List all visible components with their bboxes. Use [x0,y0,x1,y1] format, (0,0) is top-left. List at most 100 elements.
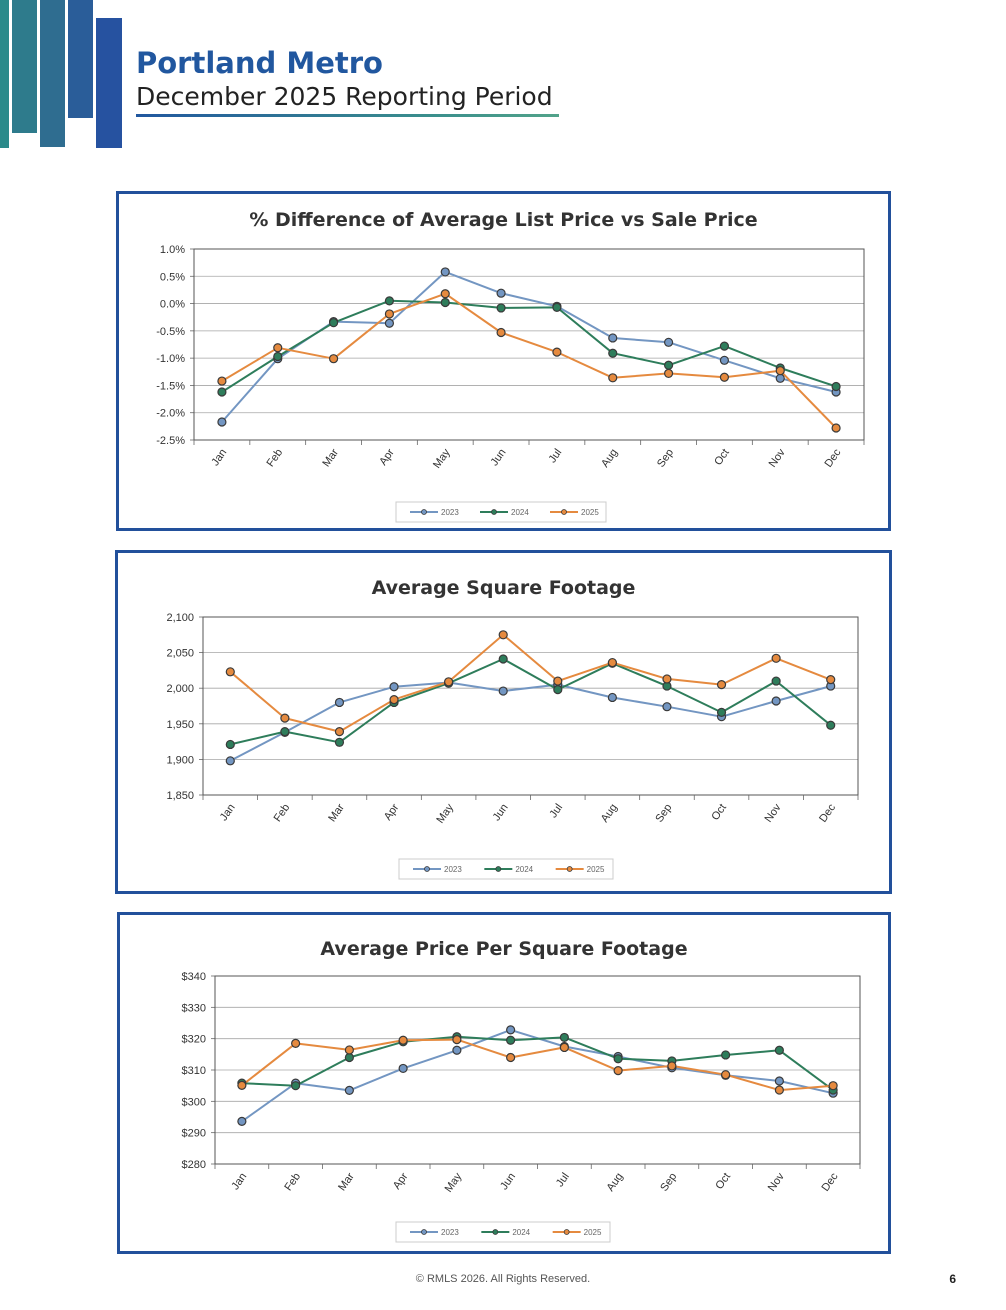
chart-1-point-2024 [217,387,227,397]
chart-2-point-2023 [607,692,617,703]
chart-3-ytick-label: $290 [182,1128,206,1140]
chart-1-xtick-label: Apr [377,447,397,468]
chart-1-point-2025 [496,327,506,338]
chart-3-point-2025 [667,1061,677,1071]
chart-1-point-2024 [273,351,283,362]
chart-1-point-2025 [440,289,450,299]
chart-1-xtick-label: Feb [264,447,285,469]
chart-3-point-2024 [506,1035,516,1045]
chart-1-point-2025 [384,309,395,319]
chart-1-ytick-label: -2.5% [156,435,185,447]
title-underline [136,114,559,117]
page-subtitle: December 2025 Reporting Period [136,82,553,111]
chart-2-point-2025 [389,694,399,705]
chart-1-point-2024 [663,360,674,370]
chart-2-point-2025 [607,657,617,668]
chart-2-point-2024 [334,737,345,747]
chart-2-point-2025 [553,676,563,686]
chart-3-point-2024 [613,1054,623,1064]
header-stripe-4 [68,0,93,118]
chart-1-point-2023 [719,355,730,365]
chart-3-point-2025 [506,1052,516,1063]
chart-1-point-2023 [663,337,674,347]
chart-2-xtick-label: Jan [218,802,238,823]
chart-2-series-line-2025 [229,633,832,733]
chart-1-title: % Difference of Average List Price vs Sa… [249,209,757,231]
chart-1-series-line-2025 [221,292,837,429]
chart-2-ytick-label: 1,850 [166,790,194,802]
header-stripe-2 [12,0,37,133]
chart-3-point-2025 [344,1045,354,1055]
chart-2-xtick-label: Apr [382,802,402,823]
chart-1-legend-label-2023: 2023 [441,508,459,517]
chart-3-xtick-label: May [443,1170,465,1194]
chart-2-xtick-label: Feb [272,802,293,824]
chart-2-point-2024 [553,685,563,695]
chart-1-point-2025 [328,354,339,364]
chart-2-legend-label-2025: 2025 [587,865,605,874]
chart-1-series-line-2023 [221,270,837,423]
chart-1-ytick-label: -2.0% [156,408,185,420]
chart-3-point-2025 [721,1070,731,1080]
page-title: Portland Metro [136,46,383,80]
chart-2-point-2025 [334,727,345,737]
chart-2-xtick-label: May [434,801,456,825]
chart-3-legend-marker-2025 [563,1229,570,1235]
chart-2-xtick-label: Jun [491,802,511,823]
chart-2-point-2023 [389,682,399,692]
chart-1-point-2025 [273,343,283,353]
chart-1-legend-label-2024: 2024 [511,508,529,517]
chart-1-ytick-label: -1.5% [156,380,185,392]
chart-3-point-2025 [398,1035,408,1045]
chart-2-xtick-label: Jul [547,802,565,820]
chart-1-legend-marker-2023 [421,509,427,515]
chart-1-point-2025 [775,366,785,376]
chart-2-point-2025 [280,713,290,723]
chart-1-xtick-label: Dec [822,446,843,469]
chart-2-legend-marker-2024 [495,866,502,872]
header-stripe-1 [0,0,9,148]
chart-1-point-2024 [719,341,730,351]
chart-2-xtick-label: Dec [817,801,838,824]
chart-3-point-2025 [774,1085,784,1095]
chart-1-xtick-label: Jun [489,447,509,468]
chart-2-point-2023 [334,697,345,708]
chart-1-legend-marker-2025 [561,509,567,515]
chart-2-point-2023 [498,686,508,696]
chart-2-legend-marker-2025 [566,866,573,872]
chart-2-point-2025 [444,677,454,687]
chart-2-xtick-label: Oct [709,802,729,823]
chart-panel-square-footage: Average Square Footage 2,100 2,050 2,000 1,9… [115,550,892,894]
chart-2-xtick-label: Aug [599,802,620,825]
chart-3-xtick-label: Apr [391,1171,411,1192]
header-stripe-5 [96,18,122,148]
chart-3-series-line-2023 [241,1028,834,1123]
chart-2-series-line-2023 [229,681,831,762]
chart-1-point-2025 [663,368,674,379]
chart-2-ytick-label: 1,900 [166,754,194,766]
chart-2-point-2023 [225,756,235,766]
chart-3-point-2024 [344,1052,354,1063]
chart-3-ytick-label: $340 [182,971,206,983]
chart-3-point-2023 [237,1116,247,1126]
chart-3-xtick-label: Jun [498,1171,518,1192]
chart-2-xtick-label: Nov [763,801,784,824]
chart-3-ytick-label: $310 [182,1065,206,1077]
chart-3-point-2025 [452,1035,462,1045]
chart-2-ytick-label: 1,950 [166,719,194,731]
chart-3-ytick-label: $300 [182,1096,206,1108]
chart-1-legend-marker-2024 [491,509,497,515]
chart-3-point-2023 [398,1063,408,1074]
chart-3-series-line-2024 [241,1035,834,1091]
chart-3-point-2023 [452,1045,462,1055]
chart-1-point-2024 [608,348,618,358]
page-number: 6 [949,1272,956,1286]
chart-1-ytick-label: -0.5% [156,326,185,338]
chart-2-point-2024 [771,676,781,686]
chart-2-xtick-label: Mar [326,802,347,825]
chart-1-xtick-label: Mar [320,447,341,470]
chart-2-legend-marker-2023 [424,866,430,872]
chart-3-point-2024 [559,1032,569,1043]
chart-3-xtick-label: Jul [554,1171,572,1189]
chart-1-ytick-label: 1.0% [160,244,185,256]
